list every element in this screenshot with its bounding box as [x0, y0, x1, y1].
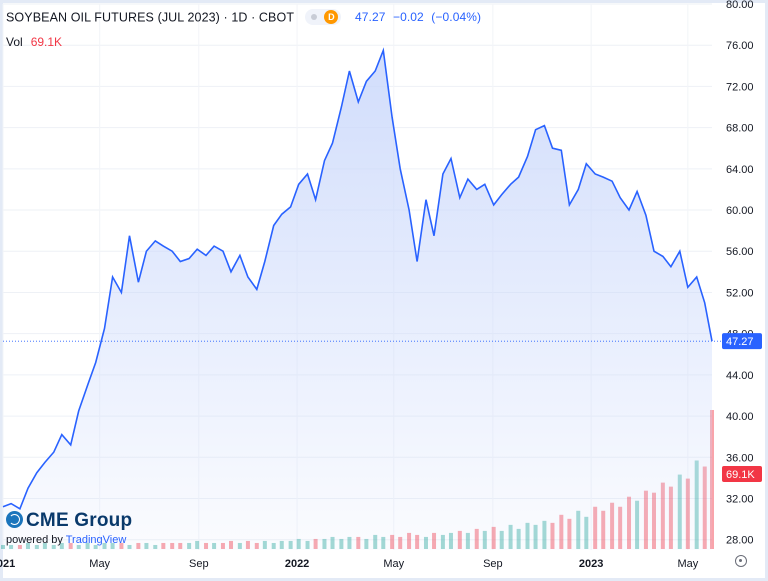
market-status-pill[interactable]: D [305, 9, 342, 25]
price-line [2, 47, 713, 510]
logo-name: CME Group [26, 510, 133, 531]
status-dot-icon [311, 14, 318, 20]
x-tick-label: Sep [483, 558, 503, 570]
x-tick-label: 2022 [285, 558, 309, 570]
quote: 47.27 −0.02 (−0.04%) [355, 10, 485, 24]
x-tick-label: 2023 [579, 558, 603, 570]
last-volume-text: 69.1K [726, 469, 755, 481]
volume-legend[interactable]: Vol 69.1K [6, 35, 62, 49]
last-price: 47.27 [355, 10, 386, 25]
y-tick-label: 28.00 [726, 535, 754, 547]
settings-gear-icon[interactable] [735, 555, 747, 567]
y-tick-label: 60.00 [726, 205, 754, 217]
last-price-label: 47.27 [722, 333, 762, 350]
y-tick-label: 52.00 [726, 287, 754, 299]
powered-by-brand: TradingView [65, 534, 127, 546]
volume-value: 69.1K [30, 35, 63, 49]
y-tick-label: 76.00 [726, 40, 754, 52]
volume-label: Vol [6, 35, 23, 49]
market-badge: D [324, 10, 339, 24]
y-tick-label: 44.00 [726, 370, 754, 382]
chart-header: SOYBEAN OIL FUTURES (JUL 2023) · 1D · CB… [6, 9, 485, 26]
x-tick-label: May [677, 558, 698, 570]
y-tick-label: 40.00 [726, 411, 754, 423]
price-change: −0.02 [392, 10, 424, 25]
y-tick-label: 72.00 [726, 81, 754, 93]
y-tick-label: 80.00 [726, 0, 754, 11]
x-tick-label: May [89, 558, 110, 570]
powered-by[interactable]: powered by TradingView [6, 534, 132, 546]
x-tick-label: May [383, 558, 404, 570]
y-tick-label: 56.00 [726, 246, 754, 258]
y-tick-label: 36.00 [726, 452, 754, 464]
x-axis[interactable]: 2021 May Sep 2022 May Sep 2023 May [0, 558, 699, 570]
globe-icon [6, 511, 23, 528]
price-area [3, 50, 712, 551]
y-tick-label: 64.00 [726, 164, 754, 176]
y-tick-label: 68.00 [726, 123, 754, 135]
symbol-title[interactable]: SOYBEAN OIL FUTURES (JUL 2023) · 1D · CB… [6, 10, 294, 25]
price-change-pct: (−0.04%) [431, 10, 482, 25]
y-axis[interactable]: 80.00 76.00 72.00 68.00 64.00 60.00 56.00 52.00… [726, 0, 754, 547]
y-tick-label: 32.00 [726, 493, 754, 505]
x-tick-label: Sep [189, 558, 209, 570]
last-volume-label: 69.1K [722, 466, 762, 482]
powered-by-label: powered by [6, 534, 63, 546]
cme-logo[interactable]: CME Group powered by TradingView [6, 510, 132, 546]
x-tick-label: 2021 [0, 558, 15, 570]
last-price-text: 47.27 [726, 336, 754, 348]
